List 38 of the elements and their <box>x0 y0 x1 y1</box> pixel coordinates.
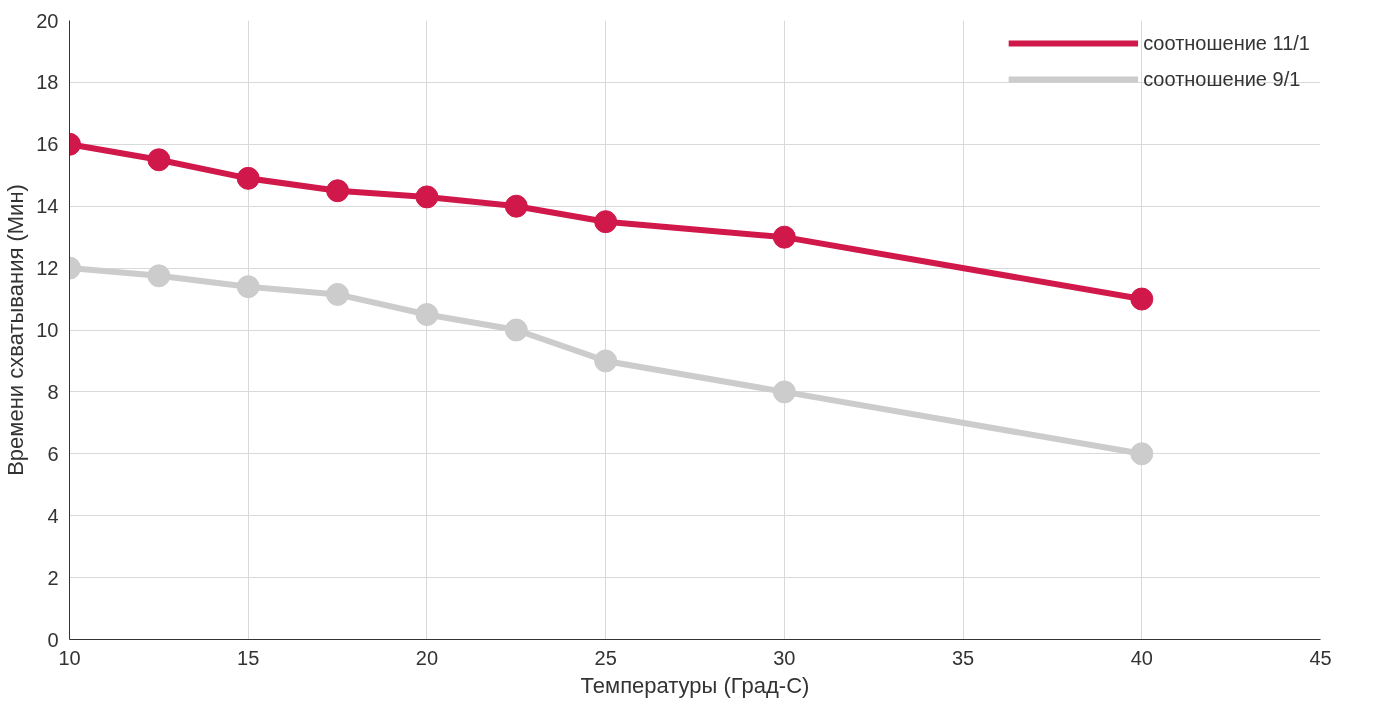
y-axis-title: Времени схватывания (Мин) <box>3 184 29 476</box>
y-tick-label: 12 <box>36 257 59 280</box>
point <box>236 166 260 190</box>
x-tick-label: 30 <box>773 646 796 669</box>
point <box>504 318 528 342</box>
x-tick-label: 40 <box>1130 646 1153 669</box>
x-tick-label: 25 <box>594 646 617 669</box>
y-tick-label: 0 <box>47 628 59 651</box>
point <box>147 148 171 172</box>
text: соотношение 11/1 <box>1143 31 1310 55</box>
point <box>415 303 439 326</box>
y-tick-label: 4 <box>47 504 59 527</box>
x-tick-label: 15 <box>237 646 260 669</box>
point <box>415 185 439 209</box>
y-tick-label: 10 <box>36 319 59 341</box>
x-tick-label: 35 <box>951 646 975 669</box>
point <box>594 349 618 373</box>
point <box>772 380 796 404</box>
point <box>504 194 528 218</box>
y-tick-label: 18 <box>36 71 59 94</box>
y-tick-label: 8 <box>47 380 59 403</box>
point <box>326 179 350 203</box>
point <box>326 282 350 306</box>
point <box>236 275 260 299</box>
point <box>772 225 796 249</box>
x-tick-label: 20 <box>415 646 439 669</box>
x-axis-title: Температуры (Град-С) <box>580 672 810 698</box>
y-tick-label: 14 <box>36 195 59 218</box>
x-tick-label: 45 <box>1309 646 1332 669</box>
point <box>1130 287 1154 311</box>
y-tick-label: 6 <box>47 442 59 465</box>
point <box>147 264 171 288</box>
y-tick-label: 2 <box>47 566 59 589</box>
y-tick-label: 16 <box>36 133 59 156</box>
point <box>1130 442 1154 466</box>
text: соотношение 9/1 <box>1143 67 1301 91</box>
point <box>594 210 618 234</box>
y-tick-label: 20 <box>36 9 59 32</box>
